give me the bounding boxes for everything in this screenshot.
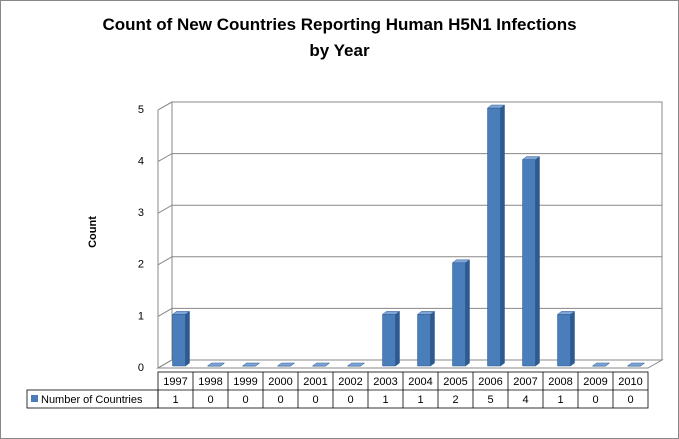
bar xyxy=(241,362,261,367)
x-tick-label: 2007 xyxy=(513,376,537,388)
table-value: 0 xyxy=(242,394,248,406)
bar xyxy=(346,362,366,367)
bar-side xyxy=(395,310,400,367)
y-axis-label: Count xyxy=(87,216,99,248)
bar-side xyxy=(570,310,575,367)
legend-label: Number of Countries xyxy=(41,394,143,406)
table-legend-cell xyxy=(26,389,159,409)
back-wall xyxy=(171,101,663,361)
y-tick-label: 1 xyxy=(138,310,144,322)
y-tick-label: 5 xyxy=(138,104,144,116)
bar xyxy=(486,104,506,367)
x-tick-label: 2008 xyxy=(548,376,572,388)
bar xyxy=(206,362,226,367)
bar-top xyxy=(416,311,436,315)
y-tick-label: 0 xyxy=(138,362,144,374)
table-value: 1 xyxy=(417,394,423,406)
bar-top xyxy=(626,362,646,367)
bar-side xyxy=(500,104,505,367)
bar-top xyxy=(206,362,226,367)
bar-top xyxy=(451,259,471,264)
y-tick-label: 2 xyxy=(138,259,144,271)
x-tick-label: 1998 xyxy=(198,376,222,388)
bar xyxy=(171,310,191,367)
table-value: 1 xyxy=(382,394,388,406)
bar xyxy=(556,310,576,367)
bar-side xyxy=(465,259,470,367)
bar-top xyxy=(521,156,541,160)
x-tick-label: 2006 xyxy=(478,376,502,388)
bar-top xyxy=(346,362,366,367)
x-tick-label: 2001 xyxy=(303,376,327,388)
chart-title: Count of New Countries Reporting Human H… xyxy=(102,15,577,60)
table-value: 1 xyxy=(172,394,178,406)
grid-line xyxy=(157,101,662,111)
bar xyxy=(451,259,471,367)
bar xyxy=(276,362,296,367)
table-value: 0 xyxy=(207,394,213,406)
x-tick-label: 2005 xyxy=(443,376,467,388)
floor xyxy=(156,359,664,369)
bar xyxy=(521,156,541,367)
bar-top xyxy=(311,362,331,367)
x-tick-label: 2009 xyxy=(583,376,607,388)
bar-front xyxy=(522,159,536,367)
x-tick-label: 2010 xyxy=(618,376,642,388)
y-tick-label: 3 xyxy=(138,207,144,219)
table-value: 0 xyxy=(627,394,633,406)
bar xyxy=(311,362,331,367)
table-value: 0 xyxy=(277,394,283,406)
table-value: 5 xyxy=(487,394,493,406)
bar xyxy=(416,310,436,367)
bar-top xyxy=(241,362,261,367)
bar-side xyxy=(430,310,435,367)
table-value: 0 xyxy=(312,394,318,406)
bar xyxy=(381,310,401,367)
y-tick-label: 4 xyxy=(138,156,144,168)
bar-front xyxy=(487,107,501,367)
bar xyxy=(591,362,611,367)
bar-front xyxy=(382,314,396,367)
bar-top xyxy=(381,311,401,315)
table-value: 2 xyxy=(452,394,458,406)
bar-front xyxy=(452,262,466,367)
bar-front xyxy=(172,314,186,367)
bar-top xyxy=(556,311,576,315)
table-value: 0 xyxy=(347,394,353,406)
x-tick-label: 1999 xyxy=(233,376,257,388)
table-value: 4 xyxy=(522,394,528,406)
bar-front xyxy=(417,314,431,367)
x-tick-label: 2002 xyxy=(338,376,362,388)
x-tick-label: 1997 xyxy=(163,376,187,388)
bar xyxy=(626,362,646,367)
bar-top xyxy=(591,362,611,367)
table-value: 1 xyxy=(557,394,563,406)
x-tick-label: 2000 xyxy=(268,376,292,388)
legend-key xyxy=(31,395,38,402)
bar-top xyxy=(171,311,191,315)
x-tick-label: 2004 xyxy=(408,376,432,388)
bar-top xyxy=(276,362,296,367)
bar-side xyxy=(535,156,540,367)
table-value: 0 xyxy=(592,394,598,406)
side-wall xyxy=(157,101,173,369)
x-tick-label: 2003 xyxy=(373,376,397,388)
bar-side xyxy=(185,310,190,367)
bar-front xyxy=(557,314,571,367)
bar-top xyxy=(486,104,506,109)
